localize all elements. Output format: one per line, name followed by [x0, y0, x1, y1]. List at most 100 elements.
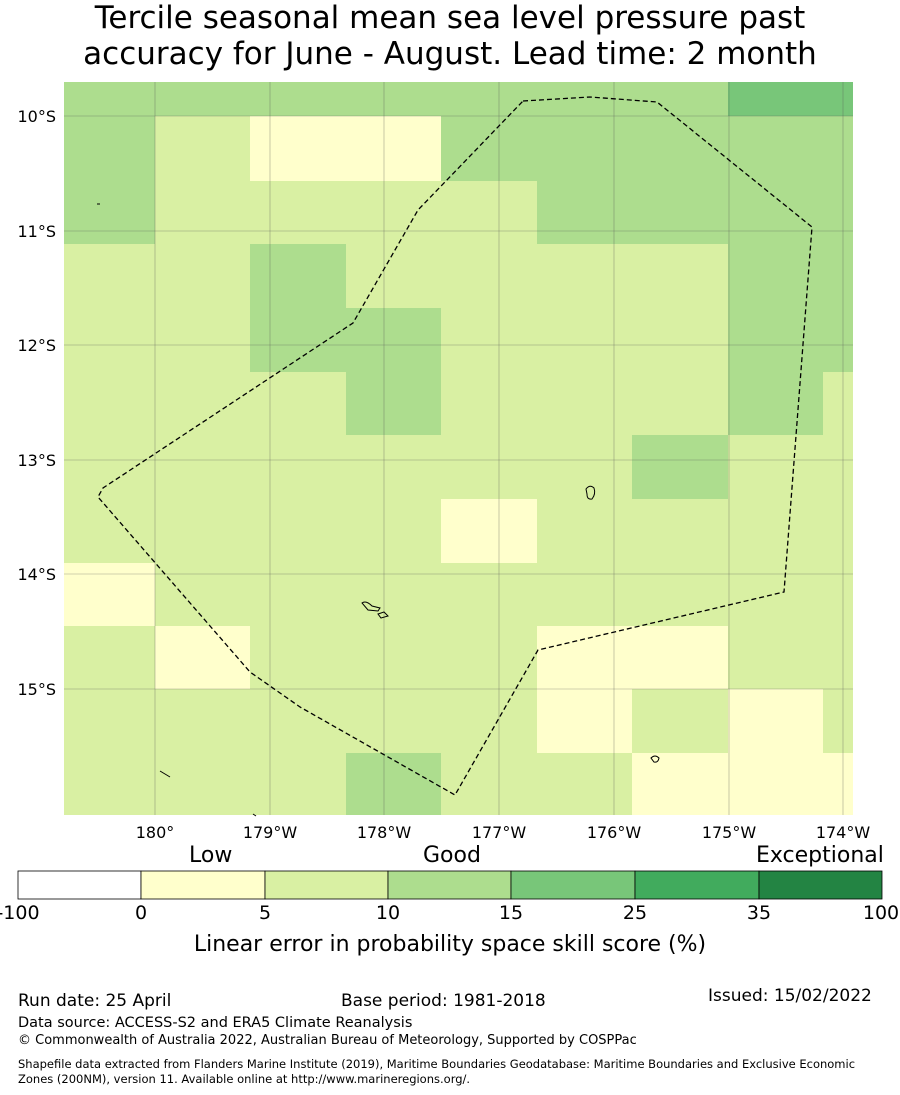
- map-title: Tercile seasonal mean sea level pressure…: [0, 0, 900, 72]
- lon-tick-178w: 178°W: [357, 823, 412, 842]
- grid-cell: [823, 308, 853, 372]
- lon-tick-177w: 177°W: [472, 823, 527, 842]
- grid-cell: [823, 626, 853, 689]
- grid-cell: [250, 244, 346, 308]
- grid-cell: [155, 308, 250, 372]
- island-swains: [585, 485, 596, 500]
- grid-cell: [537, 308, 632, 372]
- grid-cell: [64, 435, 155, 499]
- lon-tick-174w: 174°W: [816, 823, 871, 842]
- map-title-line-2: accuracy for June - August. Lead time: 2…: [83, 36, 817, 72]
- grid-cell: [537, 563, 632, 626]
- colorbar-tick-7: 100: [862, 902, 900, 924]
- graticule: [64, 82, 853, 815]
- grid-cell: [823, 372, 853, 435]
- islands: [97, 203, 660, 817]
- latitude-ticks: 10°S 11°S 12°S 13°S 14°S 15°S: [17, 107, 56, 699]
- colorbar-word-exceptional: Exceptional: [756, 843, 884, 868]
- colorbar-tick-4: 15: [498, 902, 524, 924]
- grid-cell: [441, 116, 537, 181]
- colorbar-word-good: Good: [423, 843, 481, 868]
- grid-cell: [537, 82, 632, 116]
- colorbar-segment: [634, 870, 760, 900]
- grid-cell: [64, 308, 155, 372]
- grid-cell: [441, 499, 537, 563]
- grid-cell: [441, 82, 537, 116]
- grid-cell: [64, 244, 155, 308]
- grid-cell: [64, 372, 155, 435]
- grid-cell: [441, 308, 537, 372]
- grid-cell: [346, 308, 441, 372]
- grid-cell: [64, 626, 155, 689]
- run-date: Run date: 25 April: [18, 991, 172, 1011]
- grid-cell: [823, 435, 853, 499]
- grid-cell: [537, 753, 632, 815]
- grid-cell: [155, 372, 250, 435]
- grid-cell: [441, 753, 537, 815]
- grid-cell: [728, 499, 823, 563]
- grid-cell: [346, 626, 441, 689]
- grid-cell: [537, 626, 632, 689]
- grid-cell: [823, 753, 853, 815]
- data-source: Data source: ACCESS-S2 and ERA5 Climate …: [18, 1015, 413, 1031]
- lon-tick-179w: 179°W: [243, 823, 298, 842]
- grid-cell: [155, 181, 250, 244]
- island-aunuu: [377, 611, 389, 619]
- colorbar-tick-6: 35: [746, 902, 772, 924]
- grid-cell: [728, 753, 823, 815]
- grid-cell: [155, 499, 250, 563]
- lat-tick-14s: 14°S: [17, 565, 56, 584]
- grid-cell: [728, 626, 823, 689]
- grid-cell: [823, 116, 853, 181]
- grid-cell: [632, 372, 728, 435]
- island-sw: [159, 770, 171, 778]
- grid-cell: [537, 689, 632, 753]
- lat-tick-12s: 12°S: [17, 336, 56, 355]
- grid-cell: [155, 563, 250, 626]
- grid-cell: [632, 181, 728, 244]
- grid-cell: [728, 308, 823, 372]
- grid-cell: [346, 689, 441, 753]
- colorbar-tick-5: 25: [622, 902, 648, 924]
- grid-cell: [632, 435, 728, 499]
- grid-cell: [64, 116, 155, 181]
- grid-cell: [346, 181, 441, 244]
- issued-date: Issued: 15/02/2022: [708, 986, 872, 1006]
- grid-cell: [250, 82, 346, 116]
- grid-cell: [346, 753, 441, 815]
- colorbar-tick-2: 5: [258, 902, 272, 924]
- grid-cell: [155, 753, 250, 815]
- grid-cell: [64, 563, 155, 626]
- grid-cell: [346, 563, 441, 626]
- grid-cell: [823, 181, 853, 244]
- grid-cell: [250, 308, 346, 372]
- grid-cell: [632, 499, 728, 563]
- colorbar-tick-0: -100: [0, 902, 40, 924]
- grid-cell: [250, 116, 346, 181]
- grid-cell: [537, 435, 632, 499]
- grid-cell: [250, 626, 346, 689]
- grid-cell: [823, 82, 853, 116]
- grid-cell: [632, 244, 728, 308]
- colorbar-segment: [140, 870, 266, 900]
- grid-cell: [346, 499, 441, 563]
- grid-cell: [64, 753, 155, 815]
- grid-cell: [250, 435, 346, 499]
- base-period: Base period: 1981-2018: [341, 991, 546, 1011]
- colorbar-tick-3: 10: [375, 902, 401, 924]
- lat-tick-15s: 15°S: [17, 680, 56, 699]
- grid-cell: [632, 626, 728, 689]
- grid-cell: [441, 563, 537, 626]
- grid-cell: [346, 372, 441, 435]
- grid-cell: [823, 244, 853, 308]
- grid-cell: [250, 181, 346, 244]
- lat-tick-10s: 10°S: [17, 107, 56, 126]
- skill-grid: [64, 82, 853, 815]
- shapefile-credit-1: Shapefile data extracted from Flanders M…: [18, 1057, 856, 1071]
- grid-cell: [441, 689, 537, 753]
- grid-cell: [537, 116, 632, 181]
- eez-boundary: [97, 96, 813, 796]
- grid-cell: [250, 563, 346, 626]
- grid-cell: [64, 82, 155, 116]
- grid-cell: [632, 116, 728, 181]
